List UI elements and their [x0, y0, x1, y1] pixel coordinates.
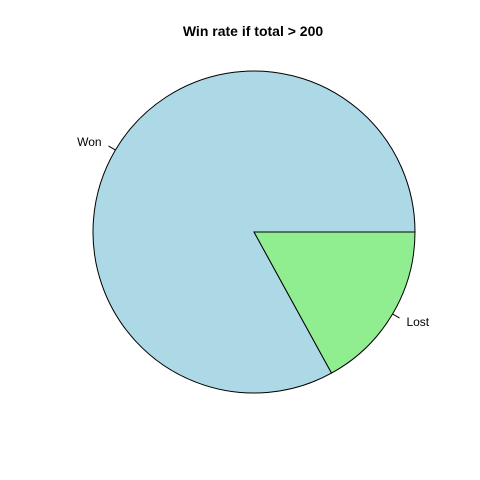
- slice-label-won: Won: [77, 135, 101, 149]
- slice-label-lost: Lost: [406, 315, 429, 329]
- pie-slices: [92, 70, 416, 394]
- leader-line-won: [108, 145, 116, 151]
- pie-slice-lost: [253, 231, 416, 374]
- leader-line-lost: [392, 313, 400, 319]
- pie-labels: Won Lost: [77, 135, 430, 329]
- chart-title: Win rate if total > 200: [183, 23, 324, 39]
